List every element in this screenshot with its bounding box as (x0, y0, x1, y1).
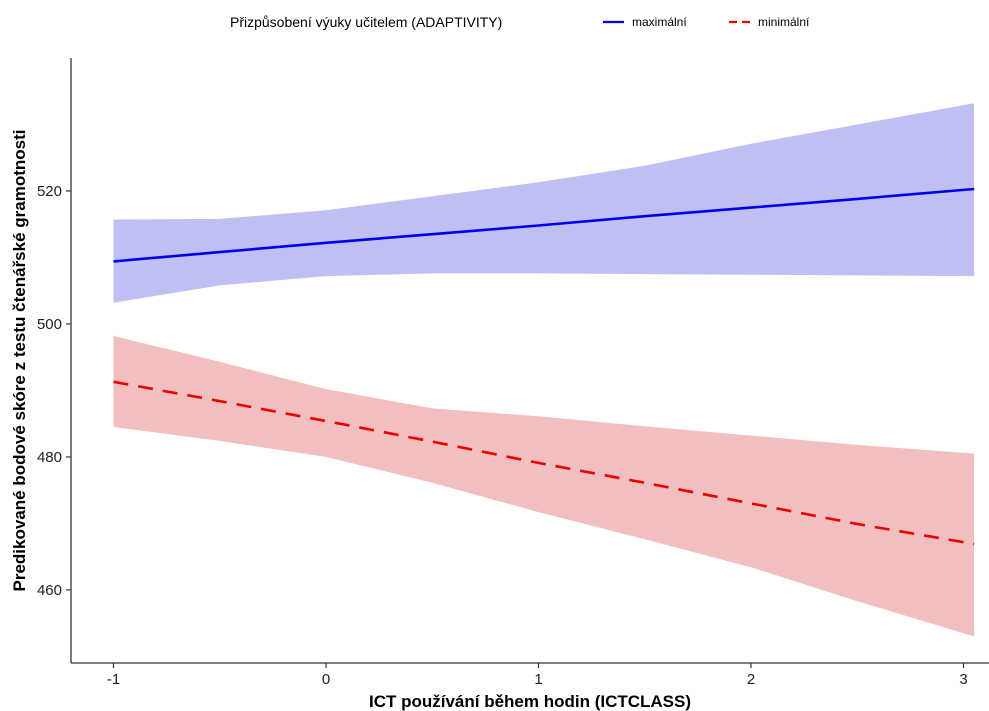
legend-label-1: maximální (632, 15, 687, 29)
y-ticks: 460 480 500 520 (37, 183, 71, 599)
legend-title: Přizpůsobení výuky učitelem (ADAPTIVITY) (230, 14, 502, 30)
y-tick-label: 480 (37, 449, 62, 466)
series-2-confidence-band (113, 335, 975, 637)
confidence-ribbons (113, 103, 975, 637)
y-tick-label: 520 (37, 183, 62, 200)
x-tick-label: 3 (959, 671, 967, 688)
x-tick-label: -1 (107, 671, 120, 688)
axes: -1 0 1 2 3 460 480 500 520 (37, 58, 989, 688)
y-tick-label: 460 (37, 582, 62, 599)
x-ticks: -1 0 1 2 3 (107, 663, 968, 688)
x-tick-label: 1 (534, 671, 542, 688)
legend: Přizpůsobení výuky učitelem (ADAPTIVITY)… (230, 14, 810, 30)
series-1-confidence-band (113, 103, 975, 303)
series-lines (113, 187, 975, 546)
x-tick-label: 0 (322, 671, 330, 688)
legend-items: maximální minimální (603, 15, 810, 29)
x-tick-label: 2 (747, 671, 755, 688)
series-2-line (113, 380, 975, 546)
y-tick-label: 500 (37, 316, 62, 333)
legend-label-2: minimální (758, 15, 810, 29)
series-1-line (113, 187, 975, 263)
y-axis-title: Predikované bodové skóre z testu čtenářs… (10, 130, 29, 592)
x-axis-title: ICT používání během hodin (ICTCLASS) (369, 692, 691, 711)
